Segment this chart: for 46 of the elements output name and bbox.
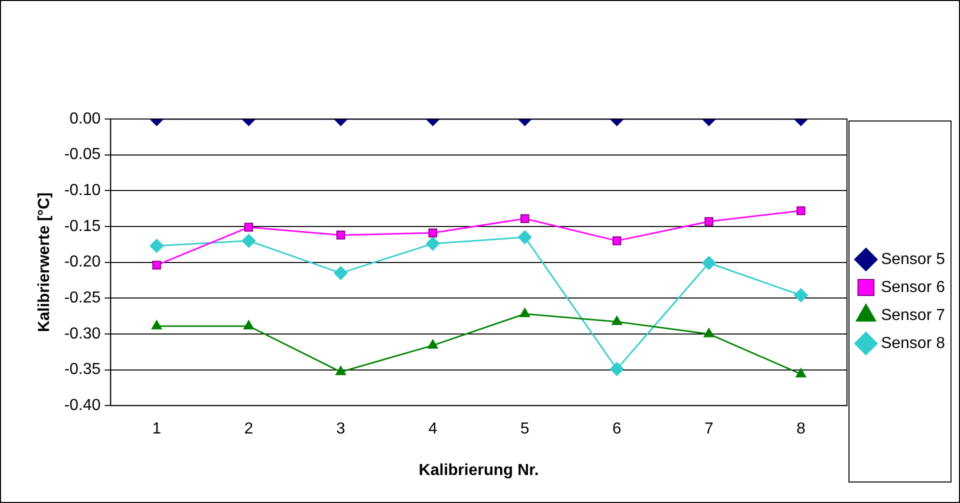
x-tick-label: 4 bbox=[428, 420, 438, 438]
point bbox=[796, 368, 806, 378]
y-tick-label: -0.30 bbox=[64, 325, 101, 342]
x-axis-title: Kalibrierung Nr. bbox=[418, 462, 539, 479]
point bbox=[520, 308, 530, 318]
y-tick-label: -0.40 bbox=[64, 397, 101, 414]
point bbox=[794, 288, 808, 302]
point bbox=[428, 228, 438, 238]
point bbox=[796, 206, 806, 216]
x-tick-label: 5 bbox=[520, 420, 530, 438]
y-tick-label: 0.00 bbox=[70, 110, 101, 128]
x-tick-label: 6 bbox=[612, 420, 622, 438]
point bbox=[335, 366, 346, 376]
point bbox=[336, 230, 346, 240]
legend-label: Sensor 7 bbox=[880, 306, 946, 324]
legend-label: Sensor 5 bbox=[880, 250, 946, 268]
point bbox=[612, 236, 622, 246]
point bbox=[150, 238, 164, 253]
point bbox=[428, 339, 438, 349]
y-tick-label: -0.10 bbox=[64, 182, 101, 200]
legend-label: Sensor 6 bbox=[880, 278, 946, 296]
y-tick-label: -0.35 bbox=[64, 361, 101, 378]
y-tick-label: -0.20 bbox=[64, 254, 101, 271]
point bbox=[520, 214, 530, 223]
point bbox=[152, 260, 162, 270]
point bbox=[612, 316, 622, 326]
x-tick-label: 2 bbox=[244, 420, 254, 438]
point bbox=[244, 222, 254, 232]
point bbox=[243, 320, 254, 330]
x-tick-label: 7 bbox=[704, 420, 714, 438]
point bbox=[704, 217, 714, 226]
point bbox=[151, 320, 162, 330]
x-tick-label: 1 bbox=[152, 420, 162, 438]
legend-label: Sensor 8 bbox=[880, 334, 946, 352]
y-tick-label: -0.05 bbox=[64, 146, 101, 164]
point bbox=[704, 328, 714, 338]
point bbox=[334, 266, 348, 280]
point bbox=[242, 234, 256, 248]
x-tick-label: 3 bbox=[336, 420, 346, 438]
y-tick-label: -0.25 bbox=[64, 290, 101, 307]
point bbox=[426, 236, 440, 251]
y-tick-label: -0.15 bbox=[64, 218, 101, 235]
x-tick-label: 8 bbox=[796, 420, 806, 438]
point bbox=[702, 256, 716, 270]
point bbox=[518, 230, 532, 244]
y-axis-title: Kalibrierwerte [°C] bbox=[36, 192, 54, 332]
